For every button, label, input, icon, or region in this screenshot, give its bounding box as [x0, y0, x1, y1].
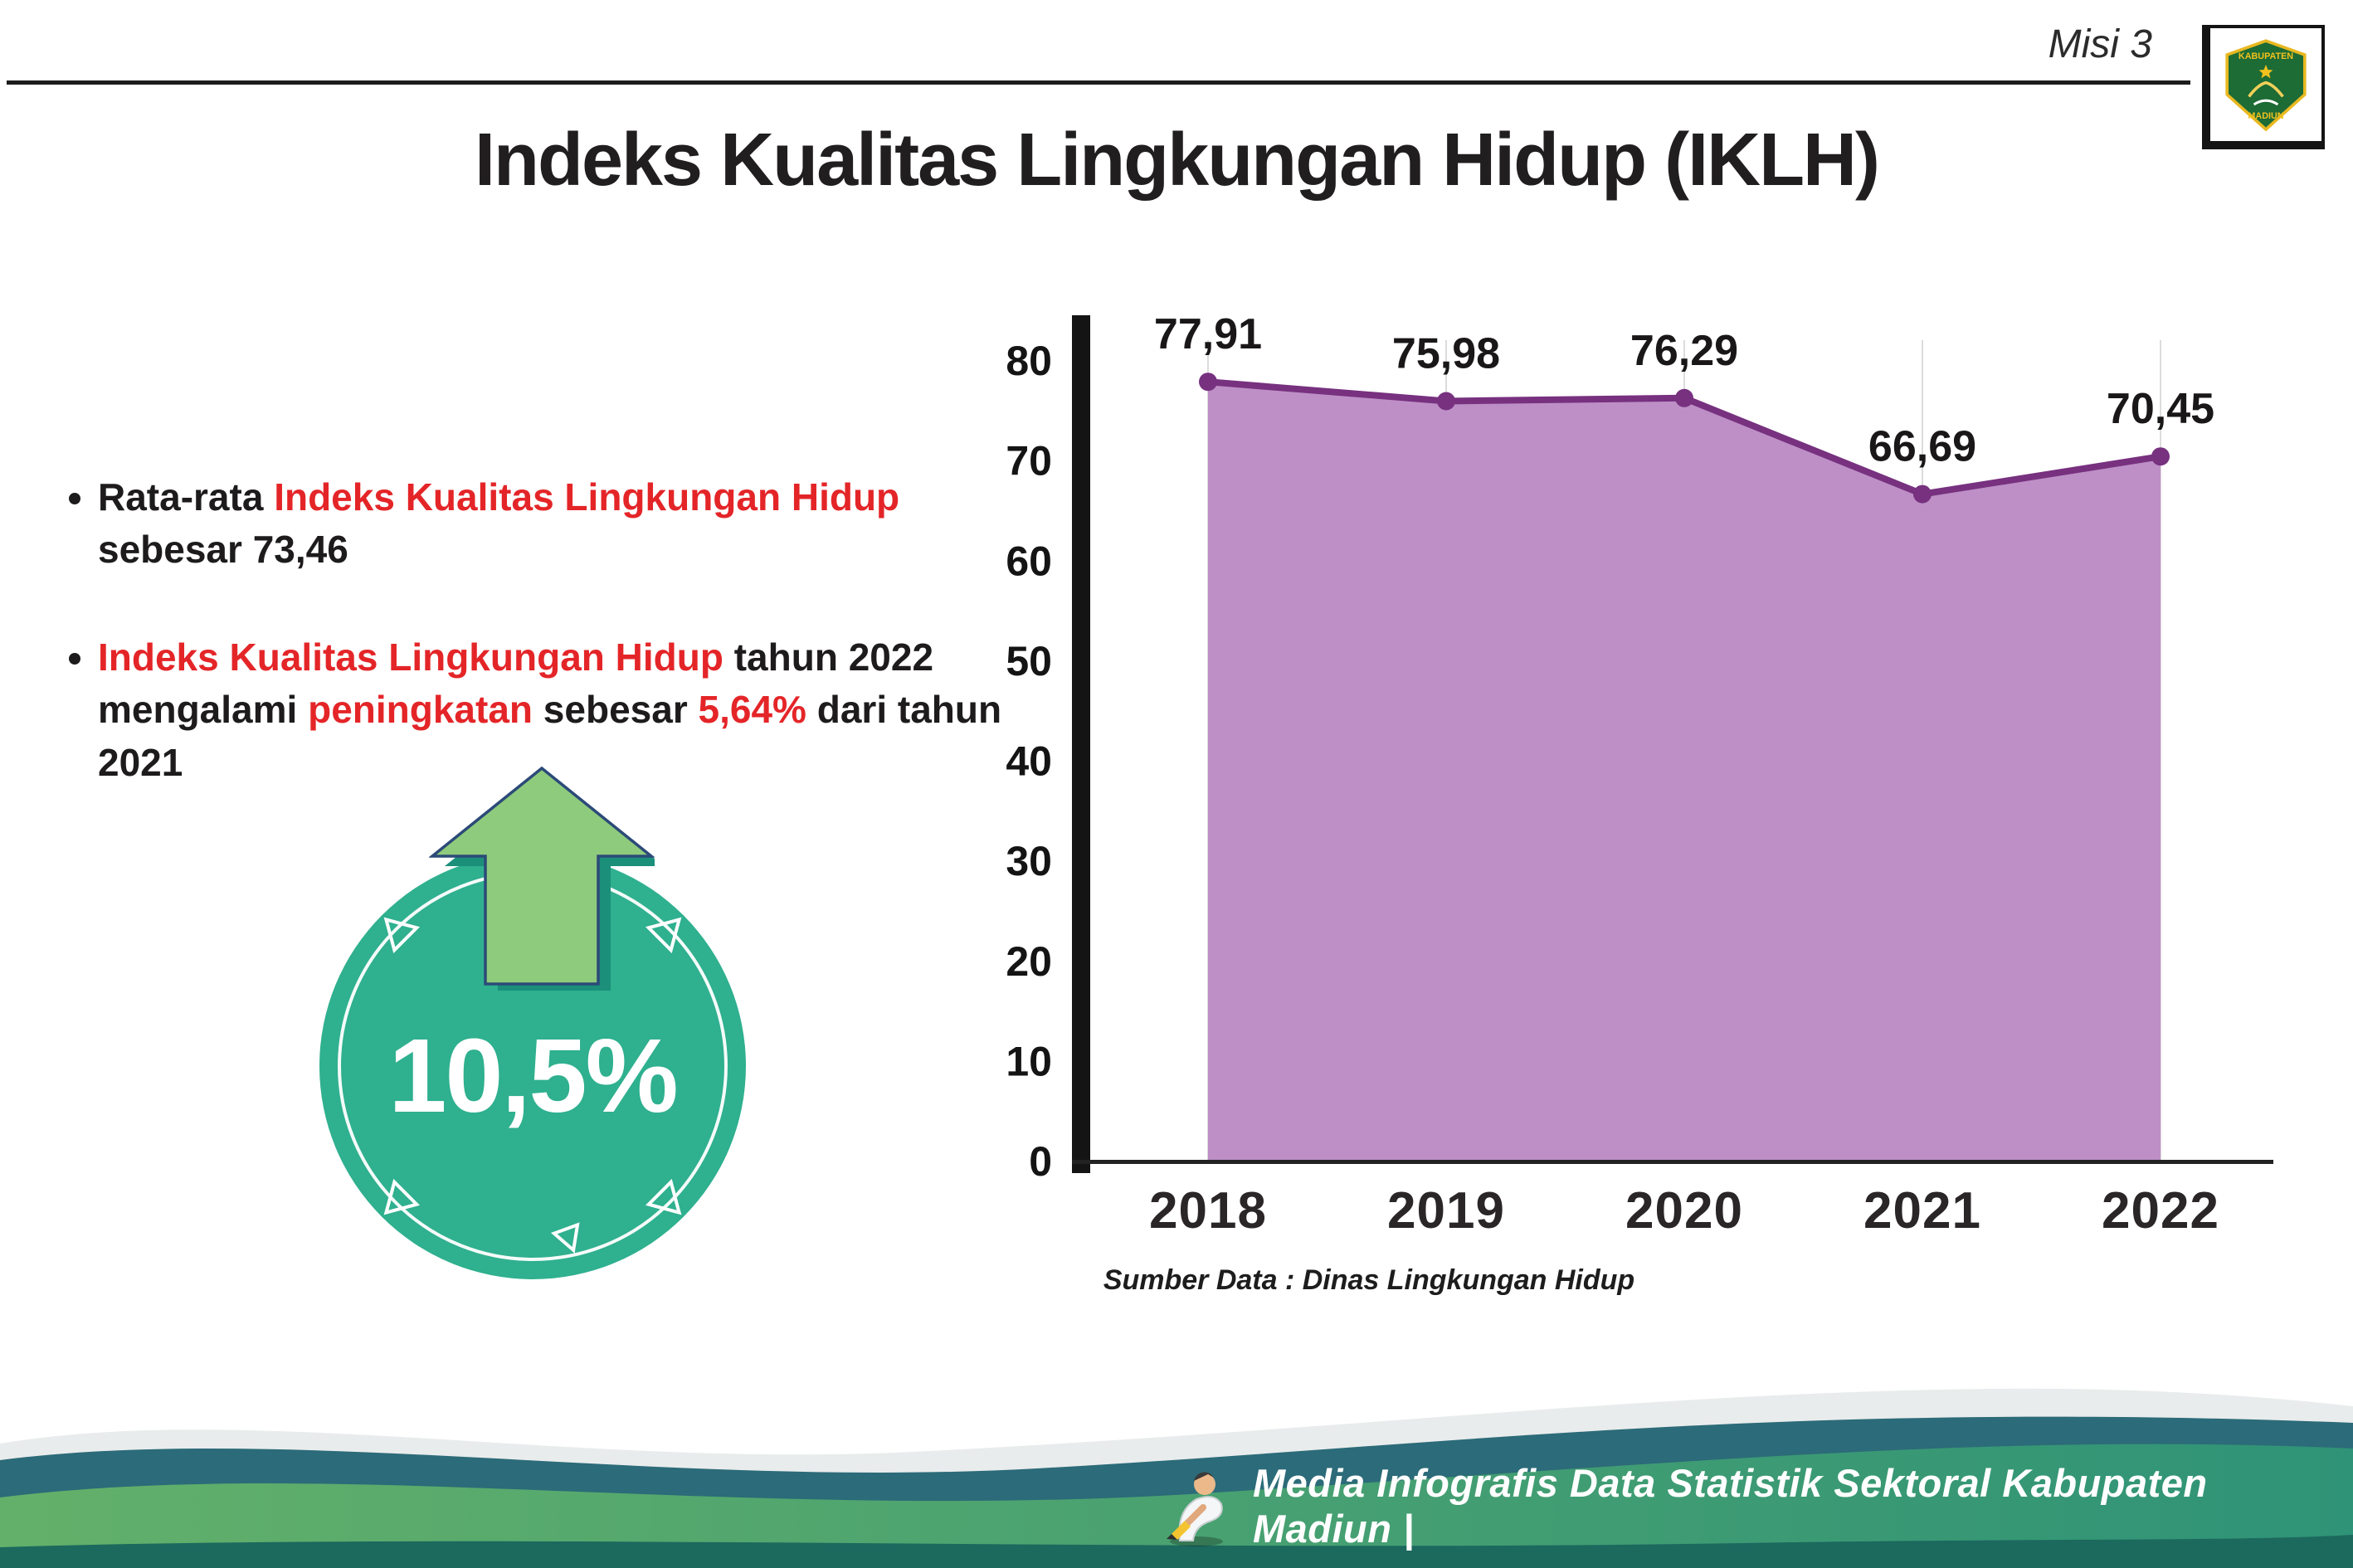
bullet2-text-3: dari tahun 2021 [98, 688, 1002, 784]
bullet2-highlight-1: Indeks Kualitas Lingkungan Hidup [98, 635, 723, 679]
increase-percentage: 10,5% [388, 1017, 678, 1135]
bullet1-text-1: Rata-rata [98, 475, 275, 519]
y-tick-label: 50 [1006, 638, 1052, 684]
value-label: 77,91 [1154, 310, 1262, 358]
y-tick-label: 30 [1006, 838, 1052, 884]
value-label: 70,45 [2107, 385, 2214, 433]
value-label: 76,29 [1630, 327, 1738, 375]
x-category-label: 2022 [2102, 1182, 2219, 1239]
header-divider [7, 80, 2190, 85]
y-tick-label: 40 [1006, 738, 1052, 785]
bullet-increase-2022: Indeks Kualitas Lingkungan Hidup tahun 2… [98, 631, 1002, 789]
x-axis [1072, 1160, 2273, 1164]
misi-label: Misi 3 [2048, 22, 2152, 66]
data-point [1675, 388, 1693, 407]
value-label: 66,69 [1868, 423, 1976, 471]
footer-credit-row: Media Infografis Data Statistik Sektoral… [1155, 1460, 2353, 1551]
page-title: Indeks Kualitas Lingkungan Hidup (IKLH) [474, 119, 1880, 202]
value-label: 75,98 [1392, 330, 1500, 378]
writer-mascot-icon [1167, 1472, 1223, 1546]
data-point [1913, 485, 1932, 504]
arrow-body [429, 766, 655, 986]
bullet-average-iklh: Rata-rata Indeks Kualitas Lingkungan Hid… [98, 471, 1002, 577]
y-tick-label: 20 [1006, 938, 1052, 985]
x-category-label: 2018 [1149, 1182, 1267, 1239]
iklh-area-chart: 0 10 20 30 40 50 60 70 80 2018 2019 2020 2021 2022 77,… [1006, 310, 2273, 1239]
logo-star-icon [2258, 65, 2273, 79]
data-point [1437, 392, 1455, 411]
regency-crest-icon: KABUPATEN MADIUN [2225, 39, 2307, 132]
data-point [2151, 447, 2170, 466]
wave-green [0, 1444, 2353, 1568]
up-arrow-icon [429, 766, 655, 991]
bullet2-highlight-2: peningkatan [308, 688, 533, 732]
logo-wheat-icon [2248, 80, 2284, 98]
y-tick-label: 70 [1006, 438, 1052, 485]
x-category-label: 2019 [1387, 1182, 1505, 1239]
bullet2-highlight-3: 5,64% [698, 688, 806, 732]
footer-wave [0, 1388, 2353, 1568]
y-tick-label: 60 [1006, 538, 1052, 584]
bullet1-highlight: Indeks Kualitas Lingkungan Hidup [274, 475, 900, 519]
footer-credit: Media Infografis Data Statistik Sektoral… [1253, 1461, 2208, 1551]
x-category-label: 2020 [1625, 1182, 1743, 1239]
y-tick-label: 0 [1029, 1138, 1052, 1185]
y-tick-label: 80 [1006, 338, 1052, 384]
chart-area [1208, 382, 2161, 1161]
data-point [1199, 373, 1217, 392]
key-points-list: Rata-rata Indeks Kualitas Lingkungan Hid… [98, 471, 1002, 844]
wave-bottom-strip [0, 1535, 2353, 1568]
logo-top-text: KABUPATEN [2239, 51, 2293, 61]
x-category-label: 2021 [1863, 1182, 1981, 1239]
y-tick-label: 10 [1006, 1038, 1052, 1084]
badge-ring-triangles [383, 917, 682, 1254]
chart-source: Sumber Data : Dinas Lingkungan Hidup [1103, 1264, 1635, 1296]
y-axis [1072, 315, 1090, 1173]
bullet1-text-2: sebesar 73,46 [98, 528, 348, 572]
bullet2-text-1: tahun 2022 mengalami [98, 635, 934, 732]
bullet2-text-2: sebesar [533, 688, 699, 732]
logo-bottom-text: MADIUN [2248, 111, 2283, 121]
kabupaten-madiun-logo: KABUPATEN MADIUN [2202, 25, 2325, 149]
